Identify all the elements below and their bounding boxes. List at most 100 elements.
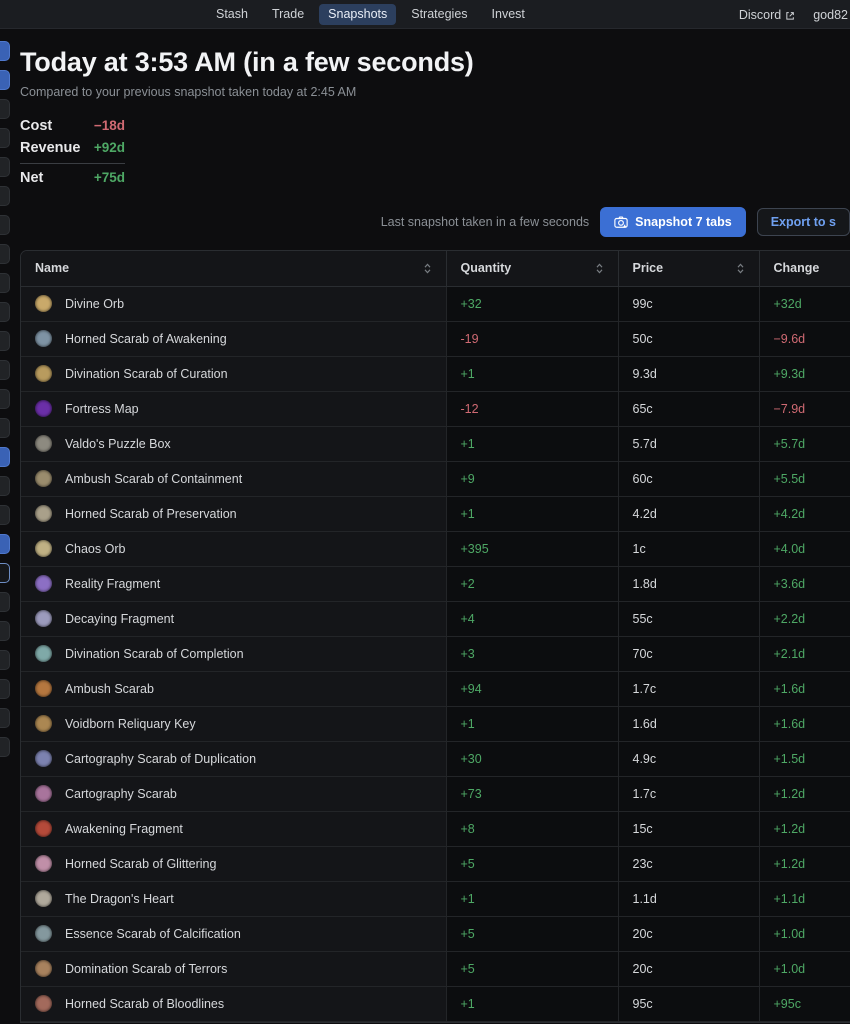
table-body: Divine Orb +32 99c +32d Horned Scarab of Awa… xyxy=(21,286,850,1022)
discord-link[interactable]: Discord xyxy=(739,8,795,22)
cell-name: Chaos Orb xyxy=(21,531,447,567)
stash-tab-chip[interactable] xyxy=(0,128,10,148)
stash-tab-chip[interactable] xyxy=(0,41,10,61)
table-row[interactable]: Domination Scarab of Terrors +5 20c +1.0d xyxy=(21,951,850,987)
snapshot-toolbar: Last snapshot taken in a few seconds Sna… xyxy=(20,207,850,238)
column-header-change[interactable]: Change xyxy=(759,251,850,287)
stash-tab-chip[interactable] xyxy=(0,70,10,90)
item-icon xyxy=(35,645,52,663)
table-row[interactable]: Cartography Scarab +73 1.7c +1.2d xyxy=(21,776,850,812)
stash-tab-rail[interactable] xyxy=(0,29,11,1024)
table-row[interactable]: Chaos Orb +395 1c +4.0d xyxy=(21,531,850,567)
main-content: Today at 3:53 AM (in a few seconds) Comp… xyxy=(0,29,850,1023)
summary-value: +92d xyxy=(93,140,125,156)
sort-icon[interactable] xyxy=(736,262,745,275)
cell-name: Cartography Scarab of Duplication xyxy=(21,741,447,777)
cell-name: Horned Scarab of Bloodlines xyxy=(21,986,447,1022)
table-row[interactable]: Horned Scarab of Preservation +1 4.2d +4.2d xyxy=(21,496,850,532)
cell-change: +1.5d xyxy=(759,741,850,777)
item-icon xyxy=(35,855,52,873)
item-name: Horned Scarab of Glittering xyxy=(65,856,217,871)
cell-quantity: +32 xyxy=(446,286,619,322)
stash-tab-chip[interactable] xyxy=(0,650,10,670)
table-row[interactable]: Divination Scarab of Completion +3 70c +2.1… xyxy=(21,636,850,672)
table-row[interactable]: Divine Orb +32 99c +32d xyxy=(21,286,850,322)
table-row[interactable]: Voidborn Reliquary Key +1 1.6d +1.6d xyxy=(21,706,850,742)
stash-tab-chip[interactable] xyxy=(0,302,10,322)
cell-name: Cartography Scarab xyxy=(21,776,447,812)
column-header-name[interactable]: Name xyxy=(21,251,447,287)
column-header-price[interactable]: Price xyxy=(618,251,760,287)
table-row[interactable]: Essence Scarab of Calcification +5 20c +1.0… xyxy=(21,916,850,952)
tab-trade[interactable]: Trade xyxy=(271,7,305,22)
stash-tab-chip[interactable] xyxy=(0,418,10,438)
stash-tab-chip[interactable] xyxy=(0,273,10,293)
table-row[interactable]: Awakening Fragment +8 15c +1.2d xyxy=(21,811,850,847)
cell-change: +1.0d xyxy=(759,916,850,952)
sort-icon[interactable] xyxy=(595,262,604,275)
stash-tab-chip[interactable] xyxy=(0,563,10,583)
stash-tab-chip[interactable] xyxy=(0,99,10,119)
table-row[interactable]: Reality Fragment +2 1.8d +3.6d xyxy=(21,566,850,602)
table-row[interactable]: Horned Scarab of Bloodlines +1 95c +95c xyxy=(21,986,850,1022)
snapshot-button[interactable]: Snapshot 7 tabs xyxy=(600,207,746,238)
table-row[interactable]: Horned Scarab of Awakening -19 50c −9.6d xyxy=(21,321,850,357)
stash-tab-chip[interactable] xyxy=(0,737,10,757)
user-menu[interactable]: god82 xyxy=(813,7,848,22)
stash-tab-chip[interactable] xyxy=(0,708,10,728)
stash-tab-chip[interactable] xyxy=(0,505,10,525)
table-row[interactable]: Ambush Scarab +94 1.7c +1.6d xyxy=(21,671,850,707)
stash-tab-chip[interactable] xyxy=(0,592,10,612)
cell-change: −9.6d xyxy=(759,321,850,357)
stash-tab-chip[interactable] xyxy=(0,534,10,554)
summary-panel: Cost −18d Revenue +92d Net +75d xyxy=(20,115,125,189)
cell-change: +5.5d xyxy=(759,461,850,497)
item-icon xyxy=(35,540,52,558)
stash-tab-chip[interactable] xyxy=(0,360,10,380)
cell-price: 70c xyxy=(618,636,760,672)
summary-row-net: Net +75d xyxy=(20,167,125,189)
column-header-quantity[interactable]: Quantity xyxy=(446,251,619,287)
table-row[interactable]: Horned Scarab of Glittering +5 23c +1.2d xyxy=(21,846,850,882)
table-row[interactable]: Decaying Fragment +4 55c +2.2d xyxy=(21,601,850,637)
table-row[interactable]: Divination Scarab of Curation +1 9.3d +9.3d xyxy=(21,356,850,392)
cell-name: Horned Scarab of Preservation xyxy=(21,496,447,532)
sort-icon[interactable] xyxy=(423,262,432,275)
stash-tab-chip[interactable] xyxy=(0,447,10,467)
table-row[interactable]: Valdo's Puzzle Box +1 5.7d +5.7d xyxy=(21,426,850,462)
tab-invest[interactable]: Invest xyxy=(491,7,525,22)
nav-tab-list: Stash Trade Snapshots Strategies Invest xyxy=(207,0,534,29)
cell-name: Divination Scarab of Completion xyxy=(21,636,447,672)
stash-tab-chip[interactable] xyxy=(0,331,10,351)
table-row[interactable]: Cartography Scarab of Duplication +30 4.9c… xyxy=(21,741,850,777)
stash-tab-chip[interactable] xyxy=(0,215,10,235)
cell-name: Reality Fragment xyxy=(21,566,447,602)
tab-snapshots[interactable]: Snapshots xyxy=(319,4,397,25)
summary-label: Revenue xyxy=(20,140,81,157)
item-icon xyxy=(35,400,52,418)
item-name: Voidborn Reliquary Key xyxy=(65,716,196,731)
stash-tab-chip[interactable] xyxy=(0,621,10,641)
tab-strategies[interactable]: Strategies xyxy=(411,7,468,22)
stash-tab-chip[interactable] xyxy=(0,679,10,699)
cell-price: 20c xyxy=(618,951,760,987)
item-name: Divine Orb xyxy=(65,296,125,311)
stash-tab-chip[interactable] xyxy=(0,476,10,496)
table-row[interactable]: Fortress Map -12 65c −7.9d xyxy=(21,391,850,427)
stash-tab-chip[interactable] xyxy=(0,244,10,264)
column-label: Quantity xyxy=(460,261,512,276)
cell-quantity: +5 xyxy=(446,951,619,987)
export-button[interactable]: Export to s xyxy=(756,207,850,237)
cell-price: 99c xyxy=(618,286,760,322)
tab-stash[interactable]: Stash xyxy=(216,7,248,22)
stash-tab-chip[interactable] xyxy=(0,186,10,206)
navbar-right-group: Discord god82 xyxy=(739,0,850,29)
stash-tab-chip[interactable] xyxy=(0,389,10,409)
item-icon xyxy=(35,575,52,593)
summary-label: Net xyxy=(20,170,44,187)
table-row[interactable]: The Dragon's Heart +1 1.1d +1.1d xyxy=(21,881,850,917)
cell-price: 1.6d xyxy=(618,706,760,742)
cell-quantity: +1 xyxy=(446,356,619,392)
table-row[interactable]: Ambush Scarab of Containment +9 60c +5.5d xyxy=(21,461,850,497)
stash-tab-chip[interactable] xyxy=(0,157,10,177)
